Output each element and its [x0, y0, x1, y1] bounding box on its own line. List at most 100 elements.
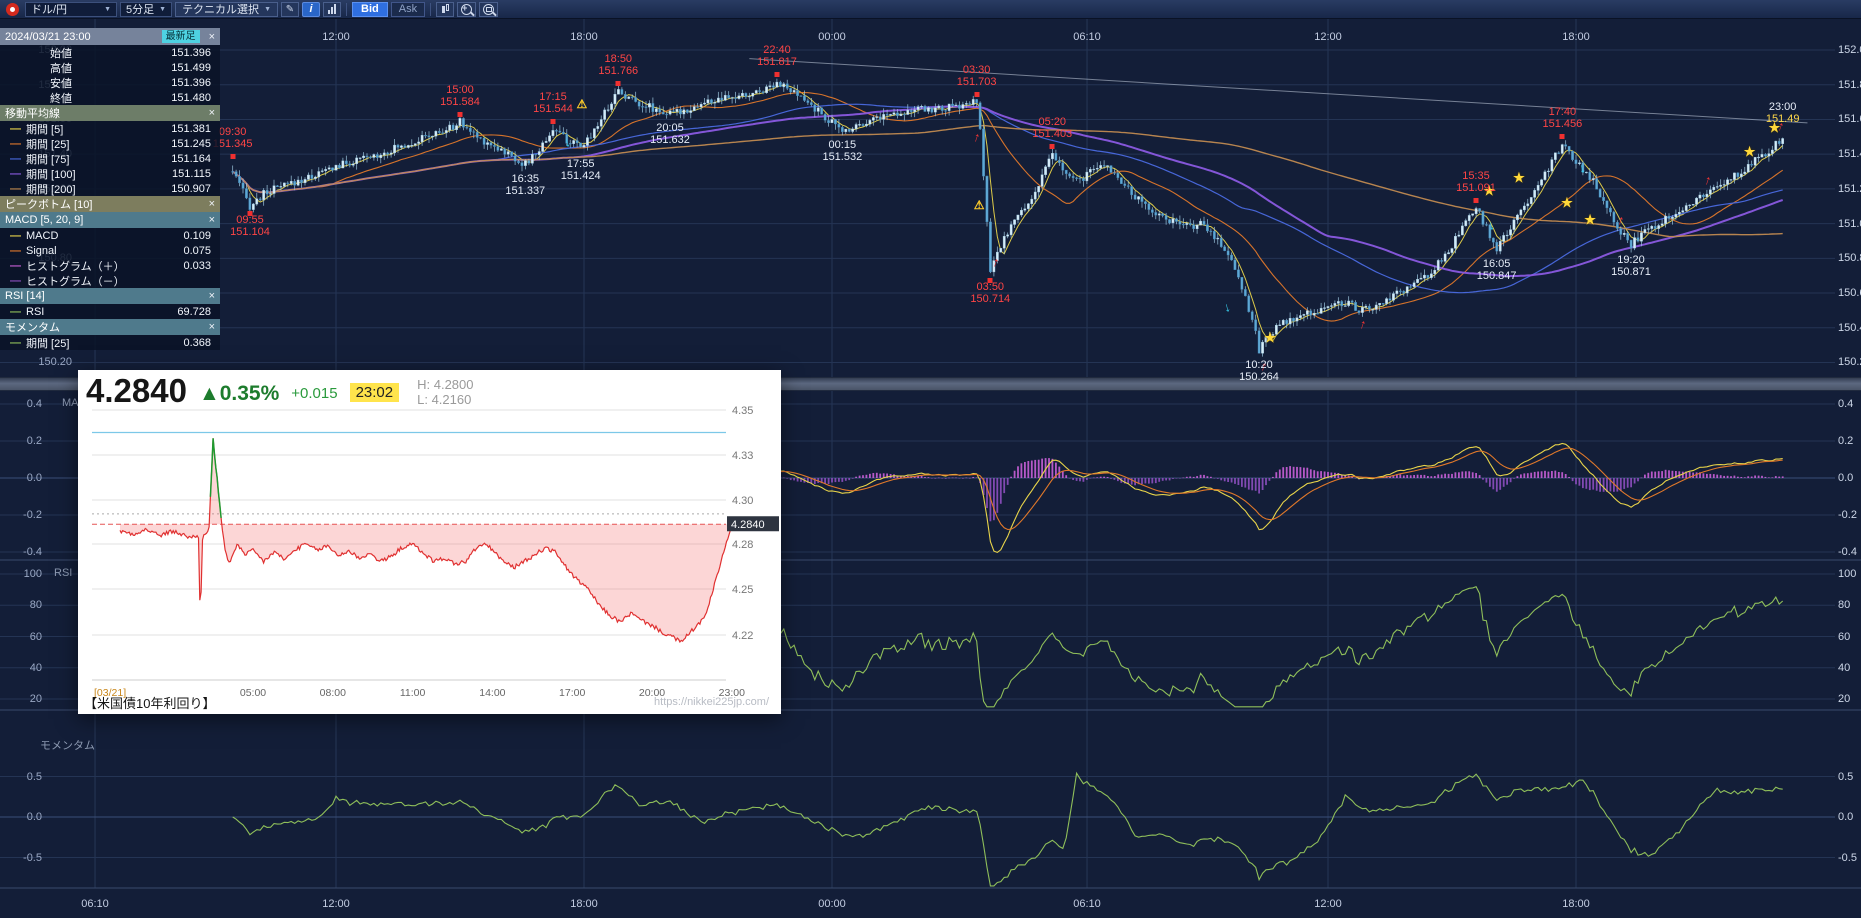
chevron-down-icon: ▼ [159, 5, 167, 13]
swing-marker [1049, 143, 1055, 149]
pair-select[interactable]: ドル/円 ▼ [25, 1, 117, 17]
momentum-axis-label-left: 0.5 [26, 770, 42, 783]
bar-datetime: 2024/03/21 23:00 [5, 30, 91, 43]
price-axis-label: 150.60 [1838, 287, 1861, 300]
zoom-area-icon [483, 3, 495, 15]
section-title: 移動平均線 [5, 108, 60, 120]
info-row: ― Signal 0.075 [0, 243, 220, 258]
info-panel-rows: 始値 151.396 高値 151.499 安値 151.396 終値 151.480 移動平均… [0, 45, 220, 350]
yield-popup-header: 4.2840 ▲0.35% +0.015 23:02 H: 4.2800 L: … [86, 374, 474, 408]
time-axis-label: 00:00 [818, 898, 846, 910]
chart-annotation: 17:40 151.456 [1542, 106, 1582, 130]
price-axis-label: 151.80 [1838, 78, 1861, 91]
annotation-time: 18:50 [604, 52, 633, 65]
chart-annotation: 03:50 150.714 [970, 281, 1010, 305]
annotation-time: 03:50 [976, 281, 1005, 294]
info-value: 0.109 [183, 229, 211, 242]
annotation-time: 17:55 [566, 157, 595, 170]
line-color-swatch: ― [10, 122, 21, 135]
info-label: 安値 [50, 77, 72, 90]
annotation-time: 17:15 [539, 91, 567, 104]
chart-annotation: 20:05 151.632 [650, 122, 690, 146]
info-label: ヒストグラム（－） [26, 275, 125, 288]
time-axis-label: 06:10 [1073, 898, 1101, 910]
ma-200-line [232, 124, 1783, 238]
time-axis-label: 06:10 [81, 898, 109, 910]
info-button[interactable]: i [302, 1, 320, 17]
moving-average-lines [232, 84, 1784, 342]
swing-marker [774, 71, 780, 77]
info-label: 期間 [200] [26, 183, 76, 196]
info-label: 期間 [5] [26, 123, 64, 136]
info-row: ― 期間 [100] 151.115 [0, 166, 220, 181]
app-logo-icon [6, 2, 19, 16]
swing-marker [974, 91, 980, 97]
yield-axis-label: 4.30 [732, 495, 753, 507]
info-row: 終値 151.480 [0, 90, 220, 105]
rsi-axis-label: 80 [1838, 599, 1851, 612]
chart-annotation: 18:50 151.766 [598, 53, 638, 77]
info-row: ― 期間 [25] 151.245 [0, 136, 220, 151]
chart-type-button[interactable] [323, 1, 341, 17]
yield-time-label: 23:00 [719, 687, 745, 699]
chart-annotation: 16:05 150.847 [1477, 258, 1517, 282]
price-axis-label: 151.60 [1838, 113, 1861, 126]
ask-button[interactable]: Ask [390, 1, 426, 17]
price-axis-label: 151.40 [1838, 148, 1861, 161]
annotation-price: 151.091 [1456, 181, 1496, 194]
technical-select-button[interactable]: テクニカル選択 ▼ [175, 1, 278, 17]
momentum-axis-label: -0.5 [1838, 851, 1857, 864]
zoom-in-button[interactable]: + [457, 1, 477, 17]
close-icon[interactable]: × [208, 107, 215, 119]
annotation-price: 151.403 [1032, 127, 1073, 140]
rsi-axis-label-left: 100 [23, 568, 42, 580]
close-icon[interactable]: × [208, 198, 215, 210]
yield-caption: 【米国債10年利回り】 [84, 696, 216, 711]
zoom-area-button[interactable] [479, 1, 499, 17]
annotation-price: 151.584 [440, 96, 480, 109]
yield-axis-label: 4.33 [732, 450, 753, 462]
price-axis-label: 151.20 [1838, 182, 1861, 195]
candlestick-icon [441, 3, 450, 15]
timeframe-select[interactable]: 5分足 ▼ [120, 1, 173, 17]
close-icon[interactable]: × [208, 30, 215, 43]
line-color-swatch: ― [10, 229, 21, 242]
yield-time-label: 08:00 [320, 687, 346, 699]
line-color-swatch: ― [10, 137, 21, 150]
yield-time-label: 14:00 [479, 687, 505, 699]
marker-warn-icon: ⚠ [576, 96, 588, 111]
marker-star-icon: ★ [1513, 170, 1525, 186]
line-color-swatch: ― [10, 259, 21, 272]
yield-time-label: 11:00 [400, 687, 426, 699]
swing-marker [987, 278, 993, 284]
marker-star-icon: ★ [1264, 330, 1276, 346]
price-axis-label: 150.20 [1838, 356, 1861, 369]
time-axis-label: 12:00 [322, 898, 350, 910]
latest-bar-badge[interactable]: 最新足 [161, 30, 200, 43]
close-icon[interactable]: × [208, 321, 215, 333]
info-label: 期間 [100] [26, 168, 76, 181]
bid-button[interactable]: Bid [352, 1, 388, 17]
chart-annotation: 19:20 150.871 [1611, 254, 1651, 278]
annotation-time: 19:20 [1617, 253, 1645, 266]
marker-star-icon: ★ [1561, 194, 1573, 210]
annotation-price: 151.424 [560, 169, 601, 182]
draw-tool-button[interactable]: ✎ [281, 1, 299, 17]
close-icon[interactable]: × [208, 214, 215, 226]
swing-marker [1473, 197, 1479, 203]
info-label: Signal [26, 244, 57, 257]
macd-axis-label-left: -0.2 [23, 509, 42, 521]
toolbar-divider [346, 2, 347, 16]
candle-style-button[interactable] [436, 1, 455, 17]
momentum-line [232, 771, 1783, 887]
macd-axis-label: 0.2 [1838, 435, 1854, 447]
macd-axis-label-left: 0.2 [26, 435, 42, 447]
info-panel-header: 2024/03/21 23:00 最新足 × [0, 28, 220, 45]
yield-tag-box [727, 516, 779, 532]
swing-marker [230, 153, 236, 159]
price-axis-label: 150.80 [1838, 252, 1861, 265]
toolbar-divider [430, 2, 432, 16]
indicator-section-header: 移動平均線 × [0, 105, 220, 121]
section-title: モメンタム [5, 322, 60, 334]
close-icon[interactable]: × [208, 290, 215, 302]
